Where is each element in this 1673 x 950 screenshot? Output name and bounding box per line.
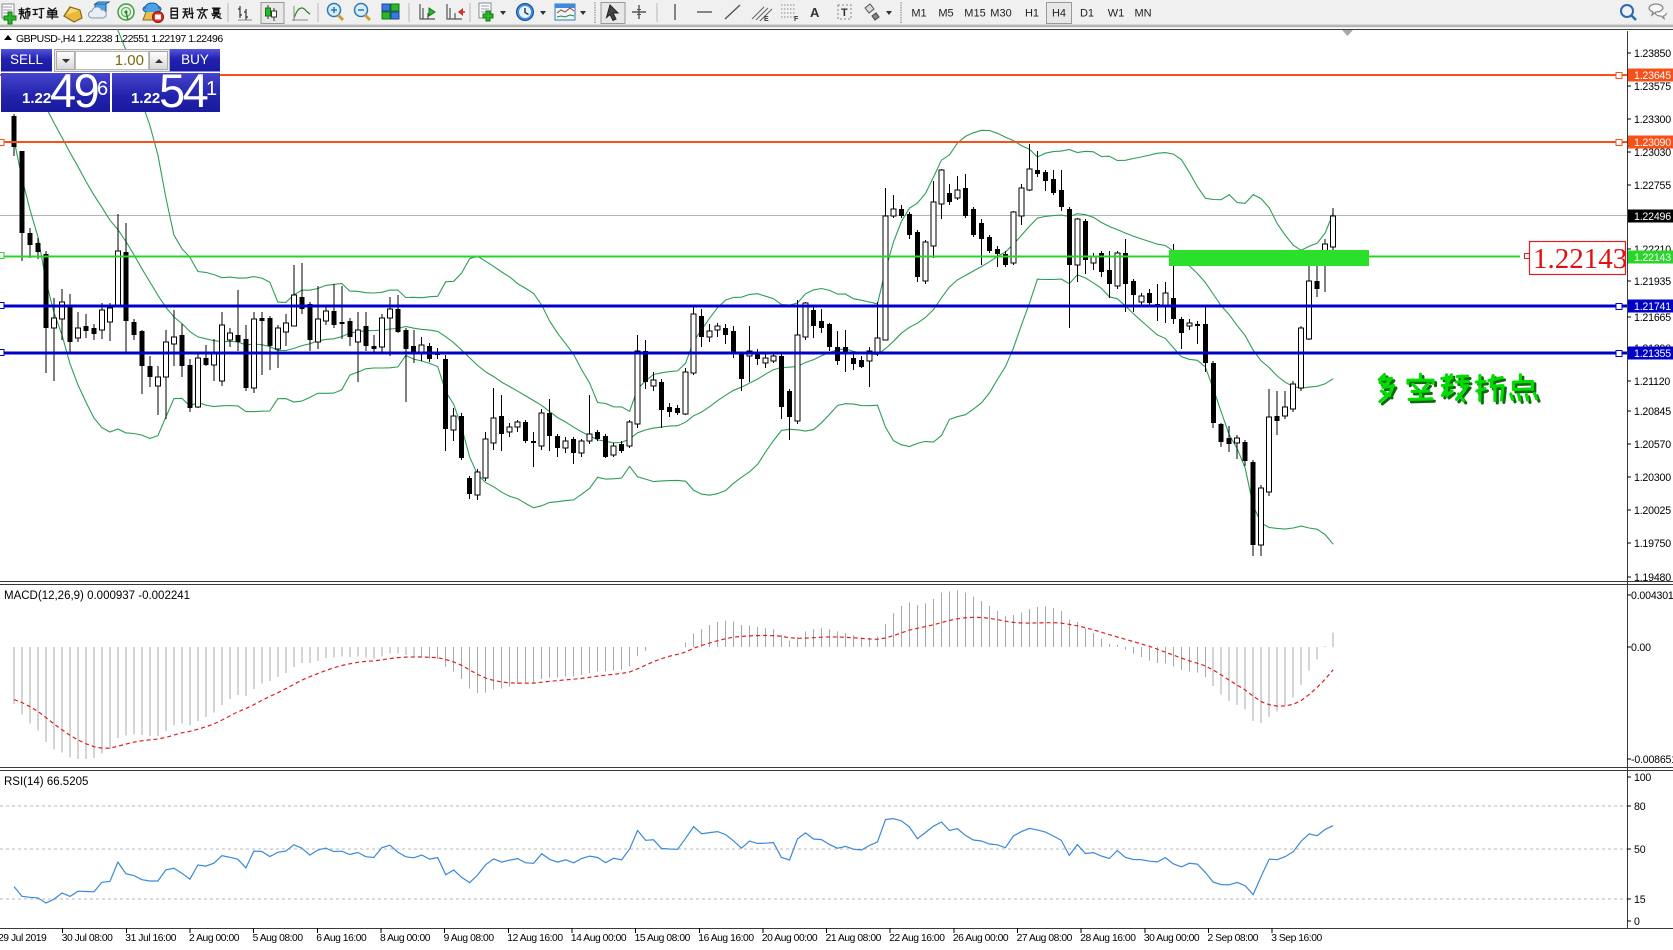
svg-text:5 Aug 08:00: 5 Aug 08:00 xyxy=(253,933,304,944)
svg-text:1.21935: 1.21935 xyxy=(1634,276,1671,288)
svg-text:15 Aug 08:00: 15 Aug 08:00 xyxy=(635,933,691,944)
svg-text:3 Sep 16:00: 3 Sep 16:00 xyxy=(1271,933,1322,944)
svg-text:8 Aug 00:00: 8 Aug 00:00 xyxy=(380,933,431,944)
svg-text:1.21120: 1.21120 xyxy=(1634,376,1670,388)
svg-text:30 Jul 08:00: 30 Jul 08:00 xyxy=(62,933,113,944)
svg-text:D1: D1 xyxy=(1080,8,1094,20)
svg-text:H1: H1 xyxy=(1025,8,1039,20)
svg-text:6 Aug 16:00: 6 Aug 16:00 xyxy=(316,933,367,944)
svg-text:28 Aug 16:00: 28 Aug 16:00 xyxy=(1080,933,1136,944)
svg-text:M5: M5 xyxy=(938,8,953,20)
svg-text:1.21355: 1.21355 xyxy=(1634,348,1671,360)
svg-text:1.23300: 1.23300 xyxy=(1634,114,1671,126)
svg-text:GBPUSD-,H4 1.22238 1.22551 1.: GBPUSD-,H4 1.22238 1.22551 1.22197 1.224… xyxy=(16,33,223,45)
svg-text:100: 100 xyxy=(1634,772,1651,784)
svg-text:30 Aug 00:00: 30 Aug 00:00 xyxy=(1144,933,1200,944)
svg-text:M30: M30 xyxy=(990,8,1011,20)
svg-text:1.23850: 1.23850 xyxy=(1634,48,1671,60)
svg-text:27 Aug 08:00: 27 Aug 08:00 xyxy=(1017,933,1073,944)
svg-text:22 Aug 16:00: 22 Aug 16:00 xyxy=(889,933,945,944)
svg-text:T: T xyxy=(841,7,848,19)
svg-text:F: F xyxy=(794,16,799,23)
svg-text:2 Sep 08:00: 2 Sep 08:00 xyxy=(1208,933,1259,944)
svg-text:E: E xyxy=(764,16,769,23)
svg-text:50: 50 xyxy=(1634,844,1646,856)
svg-text:1.21741: 1.21741 xyxy=(1634,301,1671,313)
svg-text:1.23090: 1.23090 xyxy=(1634,137,1671,149)
svg-text:21 Aug 08:00: 21 Aug 08:00 xyxy=(826,933,882,944)
svg-text:2 Aug 00:00: 2 Aug 00:00 xyxy=(189,933,240,944)
svg-text:MACD(12,26,9) 0.000937 -0.0022: MACD(12,26,9) 0.000937 -0.002241 xyxy=(4,590,190,602)
svg-text:9 Aug 08:00: 9 Aug 08:00 xyxy=(444,933,495,944)
svg-text:1.23575: 1.23575 xyxy=(1634,81,1671,93)
svg-text:1.20300: 1.20300 xyxy=(1634,472,1671,484)
svg-text:26 Aug 00:00: 26 Aug 00:00 xyxy=(953,933,1009,944)
svg-text:1.23645: 1.23645 xyxy=(1634,70,1671,82)
svg-text:80: 80 xyxy=(1634,801,1646,813)
svg-text:16 Aug 16:00: 16 Aug 16:00 xyxy=(698,933,754,944)
svg-text:29 Jul 2019: 29 Jul 2019 xyxy=(0,933,47,944)
svg-text:-0.008651: -0.008651 xyxy=(1631,754,1673,766)
svg-text:1.20025: 1.20025 xyxy=(1634,505,1671,517)
svg-text:1.22143: 1.22143 xyxy=(1533,243,1627,275)
svg-text:1.20845: 1.20845 xyxy=(1634,406,1671,418)
svg-text:1.19480: 1.19480 xyxy=(1634,572,1671,584)
svg-text:0.00: 0.00 xyxy=(1631,642,1651,654)
svg-text:1.23030: 1.23030 xyxy=(1634,147,1671,159)
svg-text:20 Aug 00:00: 20 Aug 00:00 xyxy=(762,933,818,944)
svg-text:H4: H4 xyxy=(1052,8,1066,20)
svg-text:1.19750: 1.19750 xyxy=(1634,538,1671,550)
svg-text:RSI(14) 66.5205: RSI(14) 66.5205 xyxy=(4,776,88,788)
svg-text:31 Jul 16:00: 31 Jul 16:00 xyxy=(125,933,176,944)
svg-text:1.22755: 1.22755 xyxy=(1634,180,1671,192)
svg-text:1.22496: 1.22496 xyxy=(1634,211,1671,223)
svg-text:MN: MN xyxy=(1134,8,1151,20)
svg-text:14 Aug 00:00: 14 Aug 00:00 xyxy=(571,933,627,944)
svg-text:M1: M1 xyxy=(911,8,926,20)
svg-text:W1: W1 xyxy=(1108,8,1125,20)
svg-text:12 Aug 16:00: 12 Aug 16:00 xyxy=(507,933,563,944)
svg-text:A: A xyxy=(810,5,820,20)
svg-text:M15: M15 xyxy=(964,8,985,20)
svg-text:1.22143: 1.22143 xyxy=(1634,252,1671,264)
svg-text:1.20570: 1.20570 xyxy=(1634,439,1671,451)
svg-text:15: 15 xyxy=(1634,894,1646,906)
svg-text:0: 0 xyxy=(1634,916,1640,928)
svg-text:0.004301: 0.004301 xyxy=(1631,590,1673,602)
svg-text:1.21665: 1.21665 xyxy=(1634,312,1671,324)
